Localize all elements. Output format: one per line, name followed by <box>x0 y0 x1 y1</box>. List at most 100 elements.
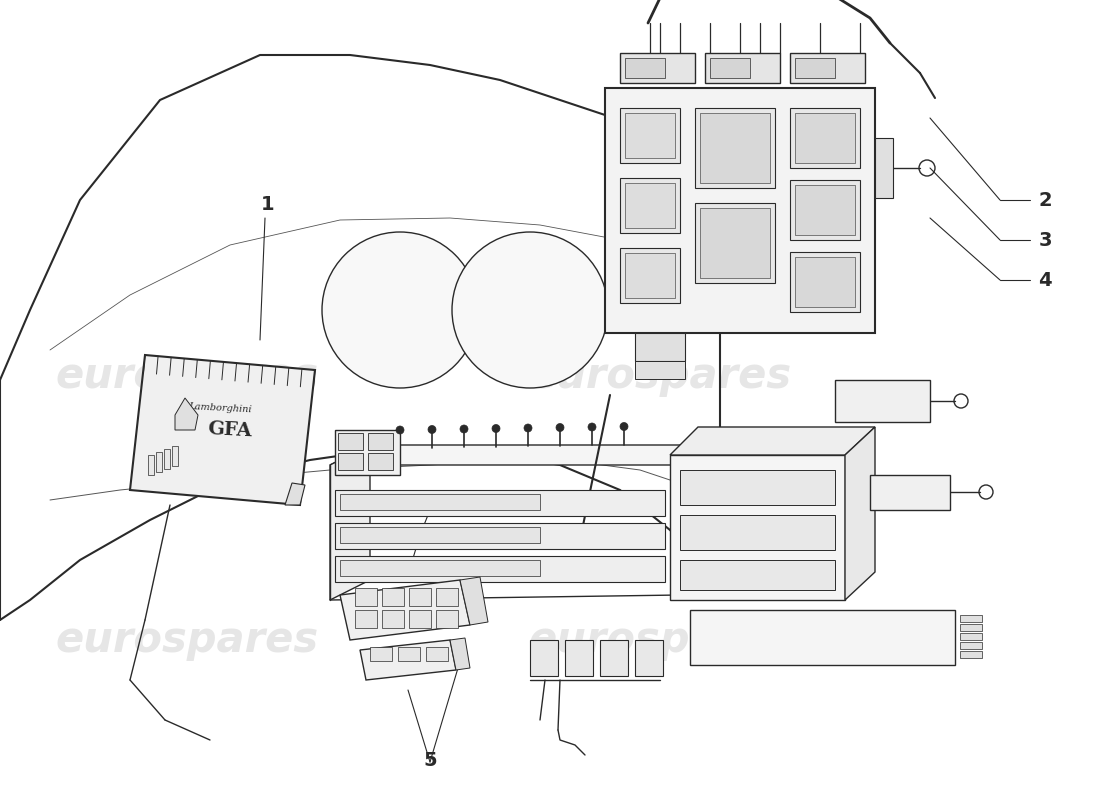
Bar <box>625 183 675 228</box>
Bar <box>960 615 982 622</box>
Polygon shape <box>130 355 315 505</box>
Text: 2: 2 <box>1038 190 1052 210</box>
Bar <box>530 640 558 676</box>
Bar <box>338 433 363 450</box>
Text: eurospares: eurospares <box>55 619 319 661</box>
Bar <box>340 494 540 510</box>
Bar <box>790 180 860 240</box>
Bar <box>695 108 776 188</box>
Bar <box>336 430 400 475</box>
Bar <box>336 556 666 582</box>
Bar <box>625 253 675 298</box>
Bar <box>790 108 860 168</box>
Text: Lamborghini: Lamborghini <box>188 402 252 414</box>
Bar <box>874 138 893 198</box>
Circle shape <box>556 423 564 431</box>
Circle shape <box>524 424 532 432</box>
Circle shape <box>452 232 608 388</box>
Bar <box>960 651 982 658</box>
Bar <box>340 560 540 576</box>
Bar <box>960 633 982 640</box>
Bar <box>680 470 835 505</box>
Bar <box>710 58 750 78</box>
Bar <box>700 113 770 183</box>
Text: 3: 3 <box>1038 230 1052 250</box>
Bar <box>620 248 680 303</box>
Polygon shape <box>164 449 170 469</box>
Bar <box>355 588 377 606</box>
Bar <box>336 523 666 549</box>
Bar <box>870 475 950 510</box>
Bar <box>960 642 982 649</box>
Bar <box>338 453 363 470</box>
Circle shape <box>460 425 467 433</box>
Circle shape <box>428 426 436 434</box>
Bar <box>600 640 628 676</box>
Bar <box>620 108 680 163</box>
Bar <box>680 560 835 590</box>
Bar <box>625 58 666 78</box>
Bar <box>635 333 685 361</box>
Circle shape <box>492 425 500 433</box>
Bar <box>355 610 377 628</box>
Bar <box>336 490 666 516</box>
Polygon shape <box>156 452 162 472</box>
Bar <box>795 58 835 78</box>
Polygon shape <box>680 445 720 595</box>
Circle shape <box>396 426 404 434</box>
Polygon shape <box>148 455 154 475</box>
Bar <box>382 588 404 606</box>
Bar <box>370 647 392 661</box>
Bar <box>690 610 955 665</box>
Text: eurospares: eurospares <box>528 619 792 661</box>
Polygon shape <box>670 427 874 455</box>
Bar <box>790 53 865 83</box>
Circle shape <box>620 422 628 430</box>
Text: eurospares: eurospares <box>528 355 792 397</box>
Circle shape <box>322 232 478 388</box>
Bar <box>625 113 675 158</box>
Polygon shape <box>172 446 178 466</box>
Bar <box>620 53 695 83</box>
Bar <box>705 53 780 83</box>
Polygon shape <box>330 445 370 600</box>
Polygon shape <box>450 638 470 670</box>
Bar <box>795 185 855 235</box>
Bar <box>670 455 845 600</box>
Polygon shape <box>360 640 456 680</box>
Bar <box>700 208 770 278</box>
Bar <box>960 624 982 631</box>
Bar <box>635 361 685 379</box>
Bar <box>635 640 663 676</box>
Text: 1: 1 <box>261 195 275 214</box>
Bar <box>409 588 431 606</box>
Polygon shape <box>175 398 198 430</box>
Text: eurospares: eurospares <box>55 355 319 397</box>
Bar <box>368 453 393 470</box>
Bar <box>436 588 458 606</box>
Polygon shape <box>330 445 720 465</box>
Polygon shape <box>845 427 875 600</box>
Bar <box>436 610 458 628</box>
Text: 5: 5 <box>424 750 437 770</box>
Bar <box>790 252 860 312</box>
Polygon shape <box>285 483 305 505</box>
Polygon shape <box>340 580 470 640</box>
Circle shape <box>588 423 596 431</box>
Bar <box>340 527 540 543</box>
Bar <box>382 610 404 628</box>
Bar <box>680 515 835 550</box>
Bar <box>795 257 855 307</box>
Bar <box>426 647 448 661</box>
Bar <box>695 203 776 283</box>
Bar <box>368 433 393 450</box>
Polygon shape <box>460 577 488 625</box>
Bar <box>398 647 420 661</box>
Text: GFA: GFA <box>208 420 253 440</box>
Bar <box>795 113 855 163</box>
Bar <box>835 380 930 422</box>
Bar <box>409 610 431 628</box>
Bar <box>605 88 874 333</box>
Bar <box>620 178 680 233</box>
Bar <box>565 640 593 676</box>
